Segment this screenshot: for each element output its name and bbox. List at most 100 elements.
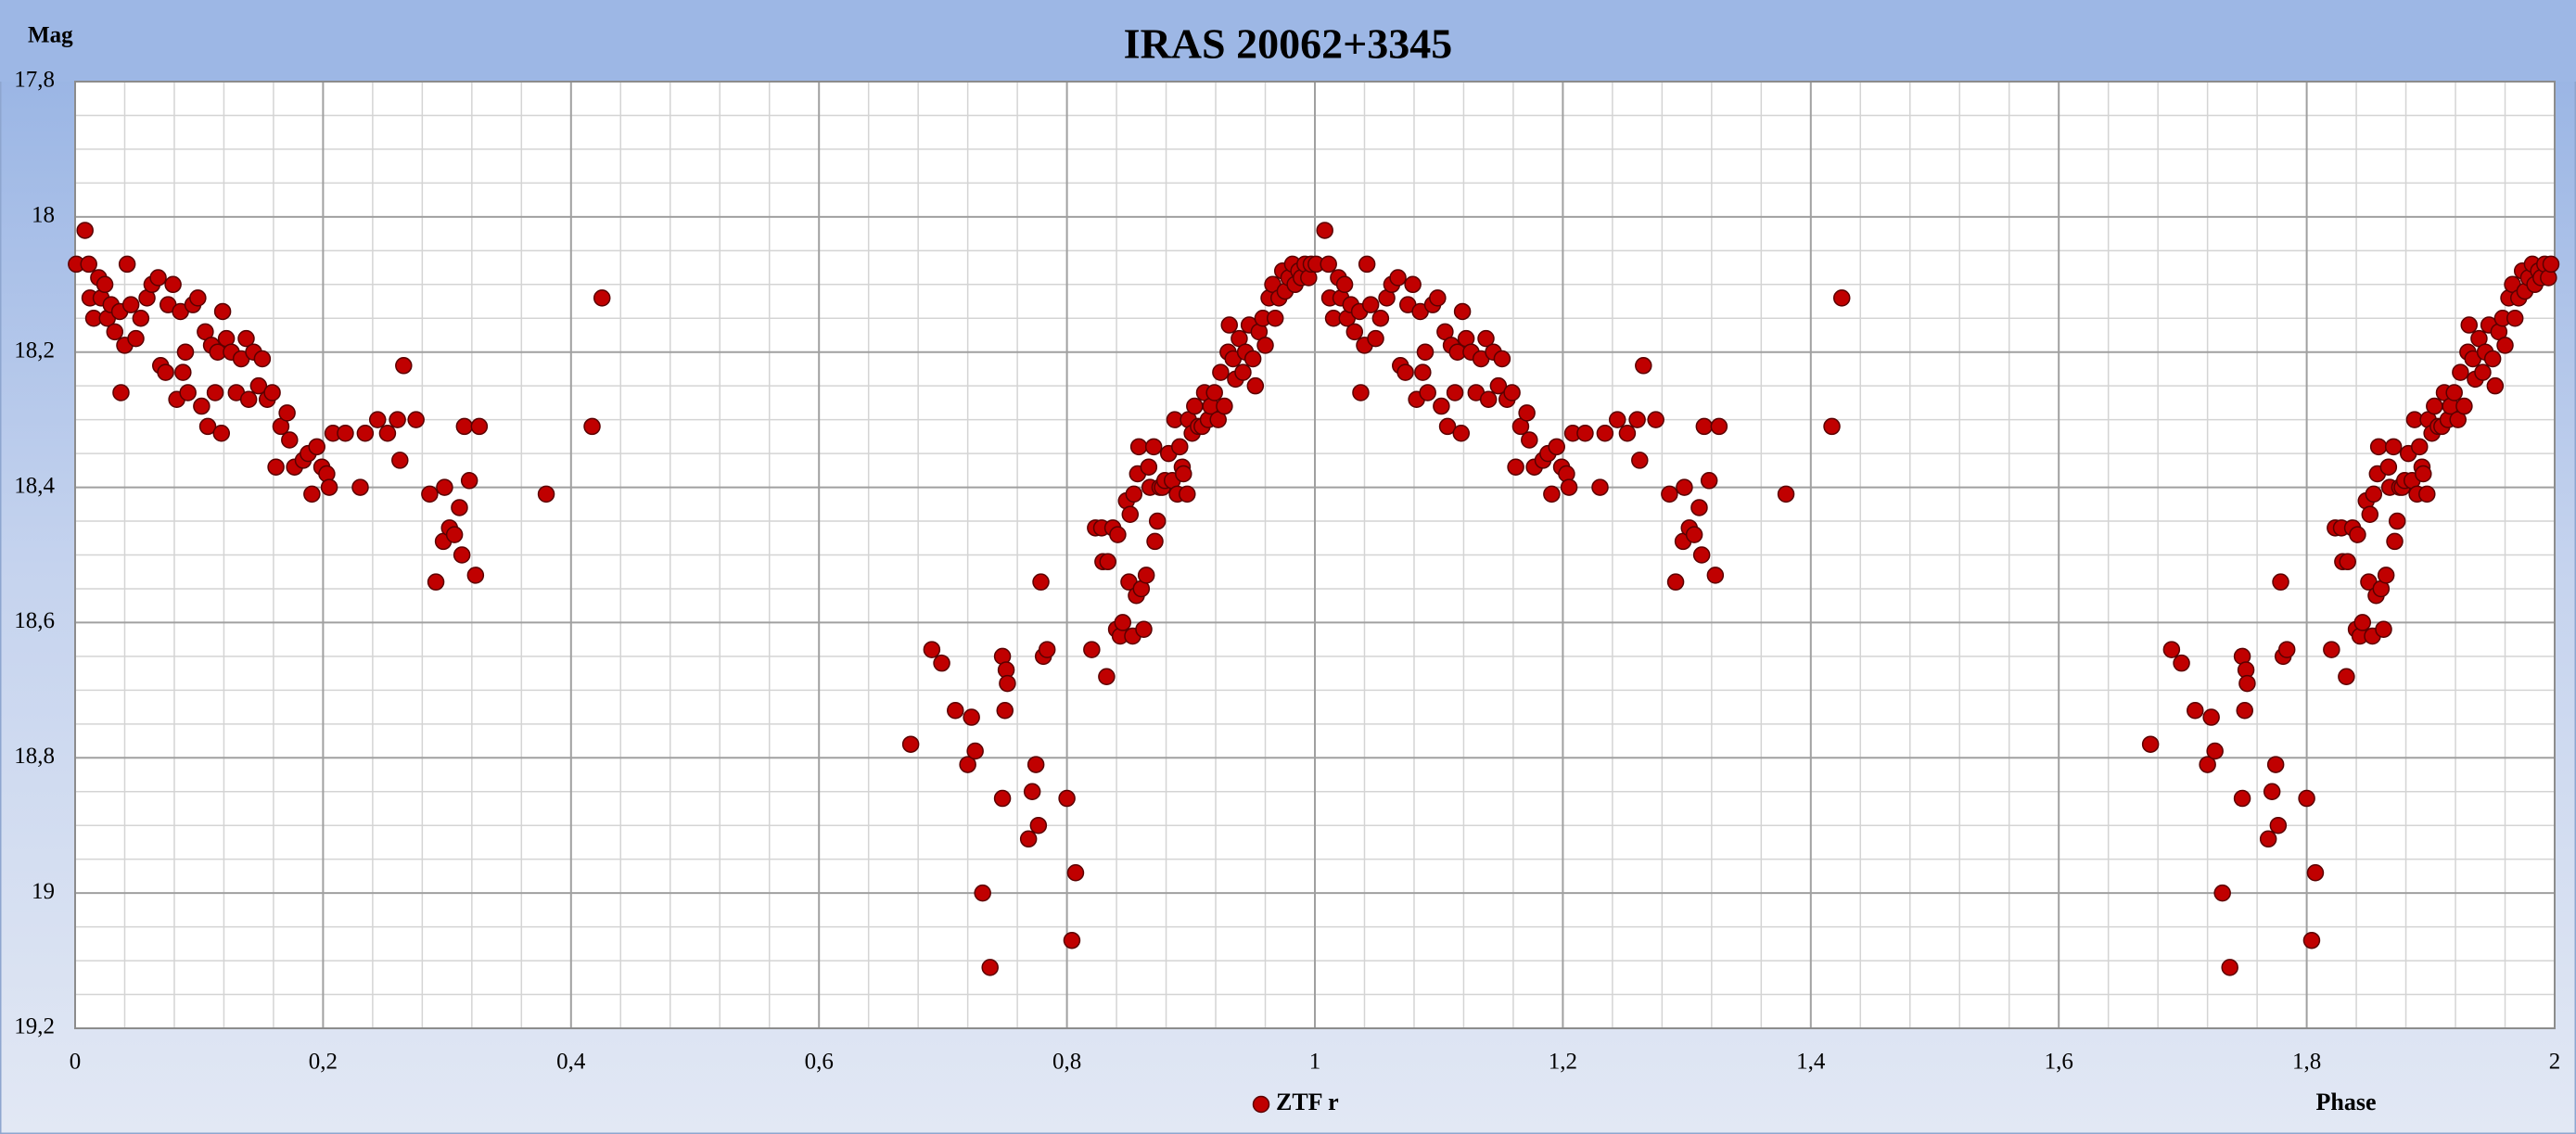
data-point xyxy=(1023,783,1041,800)
x-tick-label: 0,2 xyxy=(309,1050,338,1075)
data-point xyxy=(80,255,97,274)
data-point xyxy=(1129,438,1148,456)
data-point xyxy=(981,959,999,976)
data-point xyxy=(1212,363,1230,381)
data-point xyxy=(1063,931,1081,949)
data-point xyxy=(1389,269,1407,287)
data-point xyxy=(1489,376,1508,395)
data-point xyxy=(1367,329,1384,348)
data-point xyxy=(2306,864,2325,882)
data-point xyxy=(421,485,439,503)
data-point xyxy=(1186,397,1204,415)
data-point xyxy=(470,417,489,436)
data-point xyxy=(2377,567,2395,584)
data-point xyxy=(1256,337,1274,354)
data-point xyxy=(278,404,296,422)
data-point xyxy=(2379,458,2398,476)
data-point xyxy=(593,289,611,307)
data-point xyxy=(2369,438,2388,456)
x-tick-label: 0,4 xyxy=(556,1050,586,1075)
data-point xyxy=(1358,255,1376,274)
data-point xyxy=(1396,363,1414,381)
data-point xyxy=(2339,553,2356,571)
data-point xyxy=(1608,411,1626,428)
data-point xyxy=(356,424,375,442)
data-point xyxy=(1429,289,1447,307)
x-axis-label: Phase xyxy=(2316,1089,2377,1115)
data-point xyxy=(466,567,485,584)
data-point xyxy=(189,289,207,307)
x-tick-label: 0,6 xyxy=(805,1050,834,1075)
data-point xyxy=(436,478,453,496)
data-point xyxy=(174,363,192,381)
data-point xyxy=(2496,337,2514,354)
data-point xyxy=(1175,465,1192,483)
data-point xyxy=(239,390,258,409)
data-point xyxy=(1320,255,1337,274)
data-point xyxy=(1083,641,1101,658)
data-point xyxy=(1038,641,1056,658)
data-point xyxy=(320,478,338,496)
data-point xyxy=(164,275,182,294)
data-point xyxy=(378,424,397,442)
data-point xyxy=(1576,424,1594,442)
data-point xyxy=(1216,397,1233,415)
data-point xyxy=(2233,789,2251,808)
data-point xyxy=(2323,641,2340,658)
data-point xyxy=(1125,485,1143,503)
data-point xyxy=(996,701,1014,720)
data-point xyxy=(959,756,976,773)
x-tick-label: 1 xyxy=(1309,1050,1321,1075)
data-point xyxy=(2445,384,2463,401)
data-point xyxy=(1220,316,1238,334)
data-point xyxy=(1316,222,1333,239)
data-point xyxy=(1066,864,1085,882)
y-tick-label: 18,8 xyxy=(14,744,55,769)
data-point xyxy=(1135,620,1153,638)
data-point xyxy=(2386,532,2404,551)
data-point xyxy=(1099,553,1116,571)
data-point xyxy=(206,384,224,401)
data-point xyxy=(2375,620,2392,638)
data-point xyxy=(1591,478,1609,496)
data-point xyxy=(1140,458,1158,476)
data-point xyxy=(1700,472,1718,490)
data-point xyxy=(923,641,941,658)
data-point xyxy=(1404,275,1422,294)
data-point xyxy=(427,573,445,591)
data-point xyxy=(2221,959,2238,976)
data-point xyxy=(2238,674,2256,693)
data-point xyxy=(1507,458,1524,476)
data-point xyxy=(2269,816,2288,835)
tick-labels: 0 0,2 0,4 0,6 0,8 1 1,2 1,4 1,6 1,8 2 17,8 18 18,2 18,… xyxy=(14,68,2560,1075)
data-point xyxy=(901,735,920,753)
data-point xyxy=(1832,289,1851,307)
data-point xyxy=(1114,614,1132,631)
x-tick-label: 1,8 xyxy=(2292,1050,2321,1075)
data-point xyxy=(1452,424,1471,442)
x-tick-label: 1,6 xyxy=(2045,1050,2073,1075)
data-point xyxy=(2353,614,2372,631)
data-point xyxy=(1477,329,1495,348)
data-point xyxy=(253,350,272,368)
plot-border xyxy=(74,81,2556,1029)
data-point xyxy=(2338,668,2355,686)
data-point xyxy=(445,526,464,543)
data-point xyxy=(1414,363,1432,381)
data-point xyxy=(2426,397,2443,415)
data-point xyxy=(2460,316,2478,334)
data-point xyxy=(1058,789,1076,808)
data-point xyxy=(947,701,964,720)
data-point xyxy=(1706,567,1725,584)
data-point xyxy=(2388,512,2406,530)
data-point xyxy=(351,478,369,496)
data-point xyxy=(2542,255,2560,274)
data-point xyxy=(132,310,150,327)
data-point xyxy=(2455,397,2473,415)
data-point xyxy=(1628,411,1646,428)
y-tick-label: 18,4 xyxy=(14,473,55,498)
data-point xyxy=(1777,485,1795,503)
data-point xyxy=(2206,742,2224,760)
data-point xyxy=(999,674,1016,693)
y-tick-label: 19,2 xyxy=(14,1014,55,1039)
